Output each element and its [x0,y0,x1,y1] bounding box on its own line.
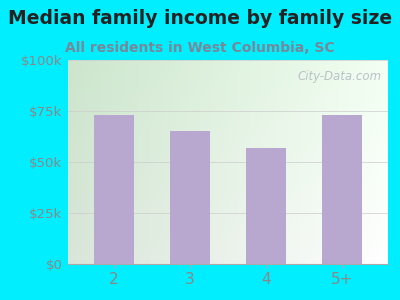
Bar [322,115,362,264]
Bar [94,115,134,264]
Text: All residents in West Columbia, SC: All residents in West Columbia, SC [65,40,335,55]
Text: Median family income by family size: Median family income by family size [8,9,392,28]
Bar [246,148,286,264]
Text: City-Data.com: City-Data.com [298,70,382,83]
Bar [170,131,210,264]
